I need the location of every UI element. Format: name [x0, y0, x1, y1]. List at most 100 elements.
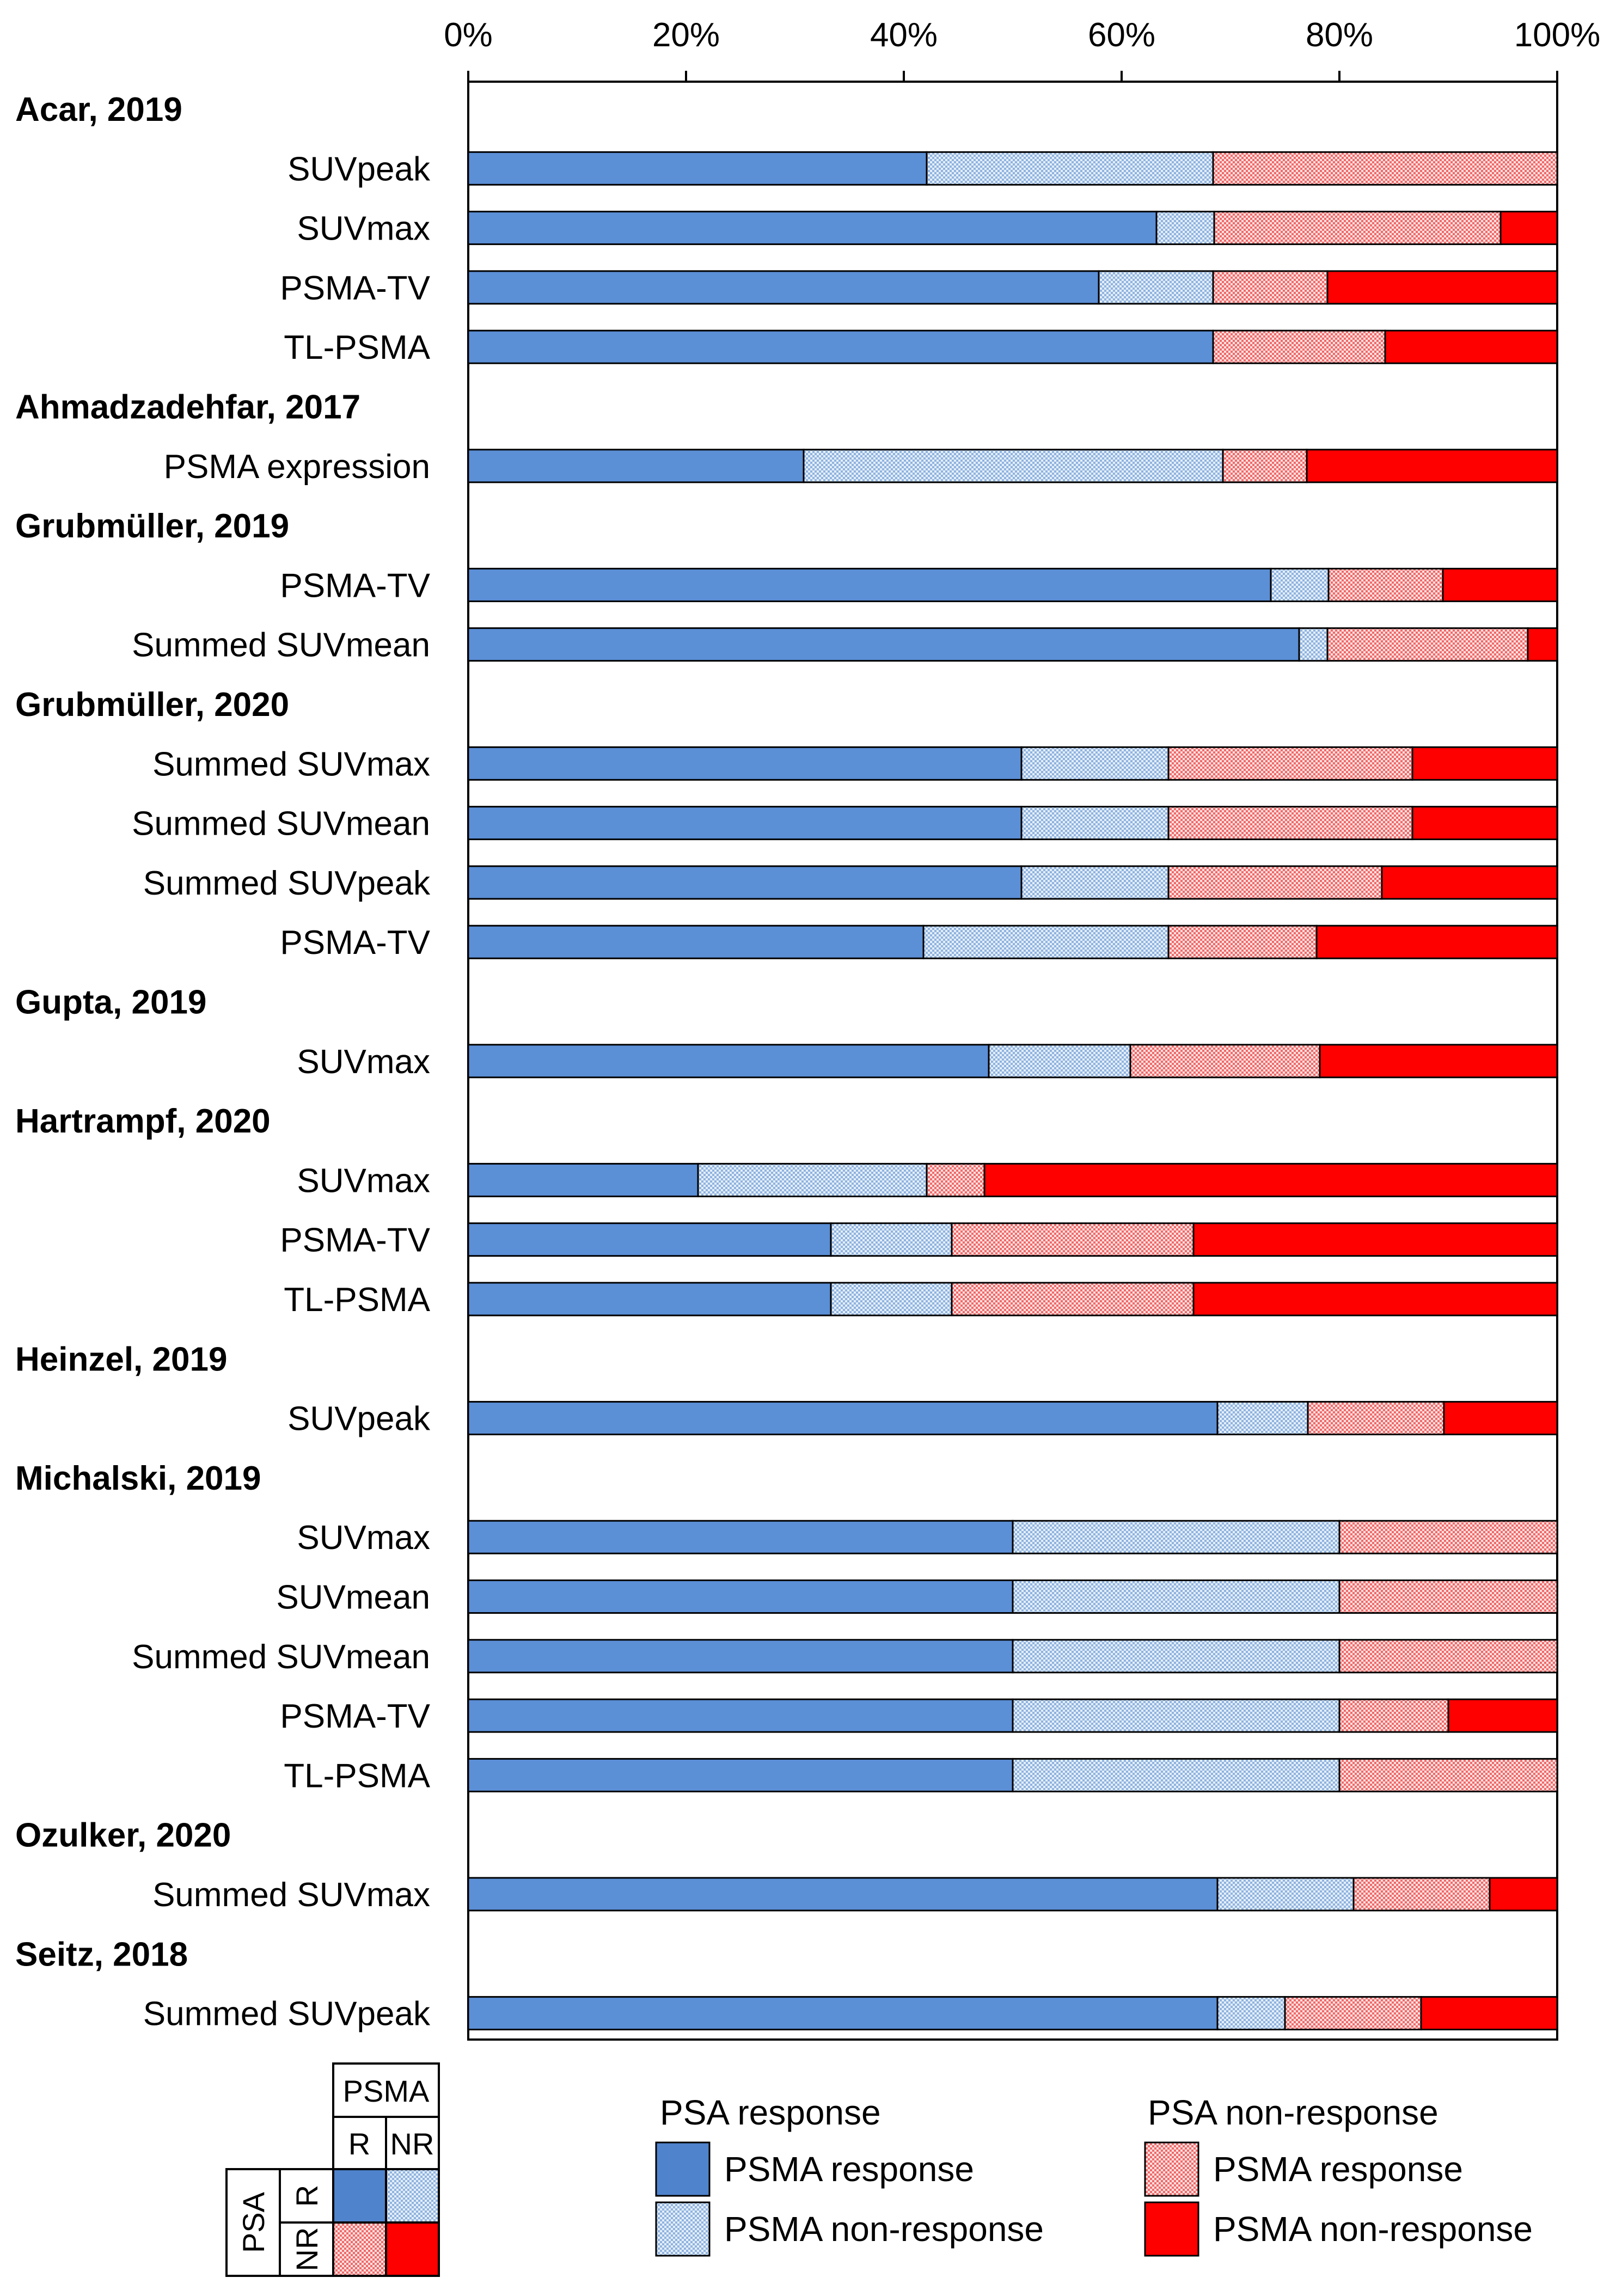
metric-label: Summed SUVmax — [152, 745, 430, 783]
bar-segment-psa-r-psma-nr — [1012, 1698, 1340, 1733]
metric-label: SUVmax — [297, 1519, 430, 1557]
metric-label: SUVmean — [276, 1579, 430, 1617]
bar-segment-psa-nr-psma-r — [1338, 1579, 1558, 1614]
study-label: Heinzel, 2019 — [15, 1340, 227, 1378]
bar-segment-psa-r-psma-nr — [697, 1162, 928, 1197]
bar-segment-psa-r-psma-nr — [1298, 627, 1329, 662]
bar-segment-psa-r-psma-nr — [1020, 806, 1170, 841]
study-label: Grubmüller, 2020 — [15, 686, 289, 724]
bar-segment-psa-r-psma-r — [467, 1698, 1014, 1733]
bar-segment-psa-nr-psma-nr — [1499, 211, 1558, 246]
chart-rows: Acar, 2019 SUVpeak SUVmax PSMA-TV TL-PSMA Ahm… — [15, 91, 1558, 2033]
bar-segment-psa-r-psma-nr — [1012, 1579, 1340, 1614]
matrix-col-nr-label: NR — [390, 2127, 434, 2161]
metric-label: TL-PSMA — [284, 329, 430, 366]
bar-segment-psa-r-psma-nr — [830, 1222, 953, 1257]
bar-segment-psa-nr-psma-nr — [1192, 1282, 1558, 1317]
bar-segment-psa-nr-psma-nr — [1319, 1044, 1558, 1079]
bar-segment-psa-nr-psma-nr — [1306, 449, 1558, 483]
bar-segment-psa-r-psma-r — [467, 329, 1214, 364]
bar-segment-psa-r-psma-r — [467, 1996, 1219, 2031]
bar-segment-psa-nr-psma-nr — [1420, 1996, 1558, 2031]
bar-segment-psa-r-psma-nr — [1270, 567, 1330, 602]
bar-segment-psa-r-psma-r — [467, 1579, 1014, 1614]
legend-item-psma-response-2: PSMA response — [1213, 2150, 1463, 2189]
x-tick-label: 80% — [1306, 16, 1373, 54]
bar-segment-psa-r-psma-nr — [1155, 211, 1215, 246]
matrix-psa-nr-psma-nr — [385, 2221, 440, 2277]
bar-segment-psa-r-psma-nr — [1216, 1401, 1309, 1436]
bar-segment-psa-nr-psma-nr — [1527, 627, 1558, 662]
bar-segment-psa-nr-psma-r — [1307, 1401, 1445, 1436]
metric-label: Summed SUVmax — [152, 1876, 430, 1914]
study-label: Acar, 2019 — [15, 91, 182, 128]
legend-item-psma-response-1: PSMA response — [724, 2150, 974, 2189]
matrix-psa-r-psma-nr — [385, 2168, 440, 2224]
bar-segment-psa-nr-psma-nr — [1442, 567, 1558, 602]
bar-segment-psa-nr-psma-nr — [1443, 1401, 1558, 1436]
bar-segment-psa-r-psma-r — [467, 1520, 1014, 1554]
metric-label: PSMA-TV — [280, 567, 430, 604]
bar-segment-psa-nr-psma-r — [1222, 449, 1308, 483]
bar-segment-psa-nr-psma-r — [1338, 1758, 1558, 1792]
bar-segment-psa-r-psma-nr — [988, 1044, 1131, 1079]
response-matrix-labels: PSMA R NR PSA R NR — [236, 2074, 434, 2271]
x-tick-label: 60% — [1088, 16, 1155, 54]
metric-label: Summed SUVmean — [132, 627, 430, 664]
bar-segment-psa-nr-psma-r — [926, 1162, 985, 1197]
metric-label: PSMA expression — [164, 448, 430, 486]
study-label: Gupta, 2019 — [15, 984, 206, 1021]
bar-segment-psa-nr-psma-nr — [1326, 270, 1558, 305]
bar-segment-psa-r-psma-nr — [922, 924, 1170, 959]
metric-label: SUVmax — [297, 1043, 430, 1081]
bar-segment-psa-nr-psma-nr — [983, 1162, 1558, 1197]
bar-segment-psa-nr-psma-nr — [1384, 329, 1558, 364]
bar-segment-psa-nr-psma-r — [1212, 329, 1386, 364]
metric-label: Summed SUVpeak — [143, 865, 431, 902]
legend-swatch-psma-nonresponse-red — [1144, 2201, 1199, 2257]
legend-item-psma-nonresponse-1: PSMA non-response — [724, 2209, 1044, 2249]
bar-segment-psa-nr-psma-r — [1284, 1996, 1422, 2031]
bar-segment-psa-r-psma-r — [467, 746, 1023, 781]
metric-label: PSMA-TV — [280, 270, 430, 307]
metric-label: Summed SUVmean — [132, 1638, 430, 1676]
bar-segment-psa-r-psma-r — [467, 151, 928, 186]
bar-segment-psa-r-psma-r — [467, 1222, 832, 1257]
legend-swatch-psma-nonresponse-blue — [655, 2201, 711, 2257]
legend-group-psa-nonresponse: PSA non-response — [1148, 2093, 1439, 2132]
x-tick-label: 0% — [444, 16, 493, 54]
x-axis-ticks: 0% 20% 40% 60% 80% 100% — [444, 16, 1600, 83]
matrix-col-r-label: R — [348, 2127, 370, 2161]
bar-segment-psa-nr-psma-r — [1326, 627, 1529, 662]
bar-segment-psa-r-psma-nr — [830, 1282, 953, 1317]
bar-segment-psa-nr-psma-nr — [1381, 865, 1558, 900]
study-label: Seitz, 2018 — [15, 1936, 188, 1973]
bar-segment-psa-r-psma-nr — [1020, 746, 1170, 781]
legend-swatch-psma-response-blue — [655, 2141, 711, 2197]
legend-group-psa-response: PSA response — [660, 2093, 881, 2132]
bar-segment-psa-nr-psma-r — [1338, 1639, 1558, 1674]
bar-segment-psa-nr-psma-r — [951, 1222, 1195, 1257]
bar-segment-psa-r-psma-r — [467, 211, 1158, 246]
metric-label: SUVmax — [297, 1162, 430, 1199]
bar-segment-psa-nr-psma-r — [1338, 1698, 1449, 1733]
bar-segment-psa-r-psma-nr — [1098, 270, 1214, 305]
bar-segment-psa-nr-psma-r — [951, 1282, 1195, 1317]
study-label: Hartrampf, 2020 — [15, 1103, 271, 1140]
metric-label: Summed SUVpeak — [143, 1995, 431, 2033]
metric-label: PSMA-TV — [280, 1222, 430, 1259]
matrix-psa-r-psma-r — [332, 2168, 387, 2224]
matrix-row-r-label: R — [290, 2185, 324, 2207]
bar-segment-psa-nr-psma-r — [1167, 865, 1383, 900]
x-tick-label: 40% — [870, 16, 938, 54]
study-label: Michalski, 2019 — [15, 1460, 261, 1497]
matrix-row-nr-label: NR — [290, 2227, 324, 2271]
x-tick-label: 20% — [652, 16, 720, 54]
bar-segment-psa-r-psma-nr — [1216, 1996, 1286, 2031]
bar-segment-psa-r-psma-r — [467, 1162, 699, 1197]
legend-swatch-psma-response-red — [1144, 2141, 1199, 2197]
bar-segment-psa-r-psma-r — [467, 1282, 832, 1317]
bar-segment-psa-nr-psma-nr — [1411, 806, 1558, 841]
response-matrix-key — [225, 2062, 440, 2277]
